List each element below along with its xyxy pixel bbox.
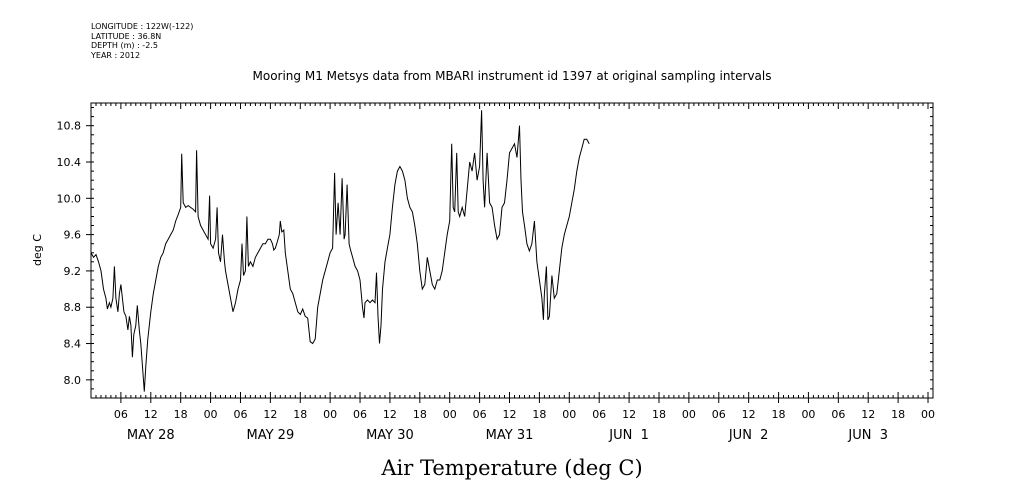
x-hour-label: 18 (652, 408, 666, 421)
meta-year: YEAR : 2012 (91, 50, 141, 60)
x-day-label: MAY 31 (486, 428, 534, 443)
y-tick-label: 10.8 (57, 120, 82, 133)
x-hour-label: 18 (174, 408, 188, 421)
x-hour-label: 06 (353, 408, 367, 421)
x-hour-label: 00 (443, 408, 457, 421)
x-day-label: JUN 3 (847, 428, 888, 443)
x-hour-label: 00 (323, 408, 337, 421)
x-hour-label: 12 (144, 408, 158, 421)
x-hour-label: 18 (772, 408, 786, 421)
x-hour-label: 12 (383, 408, 397, 421)
x-hour-label: 06 (592, 408, 606, 421)
x-hour-label: 18 (413, 408, 427, 421)
y-tick-label: 8.4 (64, 338, 82, 351)
x-axis-title: Air Temperature (deg C) (380, 456, 642, 480)
x-hour-label: 00 (921, 408, 935, 421)
x-day-label: JUN 2 (728, 428, 769, 443)
x-hour-label: 06 (831, 408, 845, 421)
y-tick-label: 10.0 (57, 192, 82, 205)
x-hour-label: 00 (204, 408, 218, 421)
x-day-label: MAY 30 (366, 428, 414, 443)
x-axis: 06 12 18 00 06 12 18 00 06 12 18 00 06 12 18 00 06 12 18 00… (114, 398, 935, 443)
y-axis-label: deg C (31, 234, 44, 266)
x-hour-label: 12 (503, 408, 517, 421)
y-tick-label: 9.2 (64, 265, 82, 278)
x-hour-label: 18 (532, 408, 546, 421)
x-hour-label: 12 (742, 408, 756, 421)
minor-ticks (90, 103, 934, 399)
y-axis: 8.0 8.4 8.8 9.2 9.6 10.0 10.4 10.8 (57, 120, 91, 387)
meta-latitude: LATITUDE : 36.8N (91, 31, 162, 41)
x-hour-label: 00 (801, 408, 815, 421)
x-hour-label: 06 (233, 408, 247, 421)
x-hour-label: 00 (562, 408, 576, 421)
x-hour-label: 12 (861, 408, 875, 421)
x-hour-label: 06 (473, 408, 487, 421)
y-tick-label: 8.8 (64, 301, 82, 314)
y-tick-label: 10.4 (57, 156, 82, 169)
y-tick-label: 9.6 (64, 229, 82, 242)
meta-longitude: LONGITUDE : 122W(-122) (91, 22, 194, 31)
y-tick-label: 8.0 (64, 374, 82, 387)
metadata-block: LONGITUDE : 122W(-122) LATITUDE : 36.8N … (91, 22, 193, 60)
x-hour-label: 00 (682, 408, 696, 421)
series-line-air-temperature (90, 110, 590, 392)
x-hour-label: 18 (293, 408, 307, 421)
x-hour-label: 18 (891, 408, 905, 421)
x-hour-label: 06 (712, 408, 726, 421)
plot-frame (90, 102, 934, 399)
x-day-label: MAY 29 (247, 428, 295, 443)
x-hour-label: 12 (263, 408, 277, 421)
chart-title: Mooring M1 Metsys data from MBARI instru… (253, 69, 772, 83)
x-day-label: JUN 1 (608, 428, 649, 443)
x-hour-label: 06 (114, 408, 128, 421)
x-hour-label: 12 (622, 408, 636, 421)
x-day-label: MAY 28 (127, 428, 175, 443)
meta-depth: DEPTH (m) : -2.5 (91, 41, 158, 51)
